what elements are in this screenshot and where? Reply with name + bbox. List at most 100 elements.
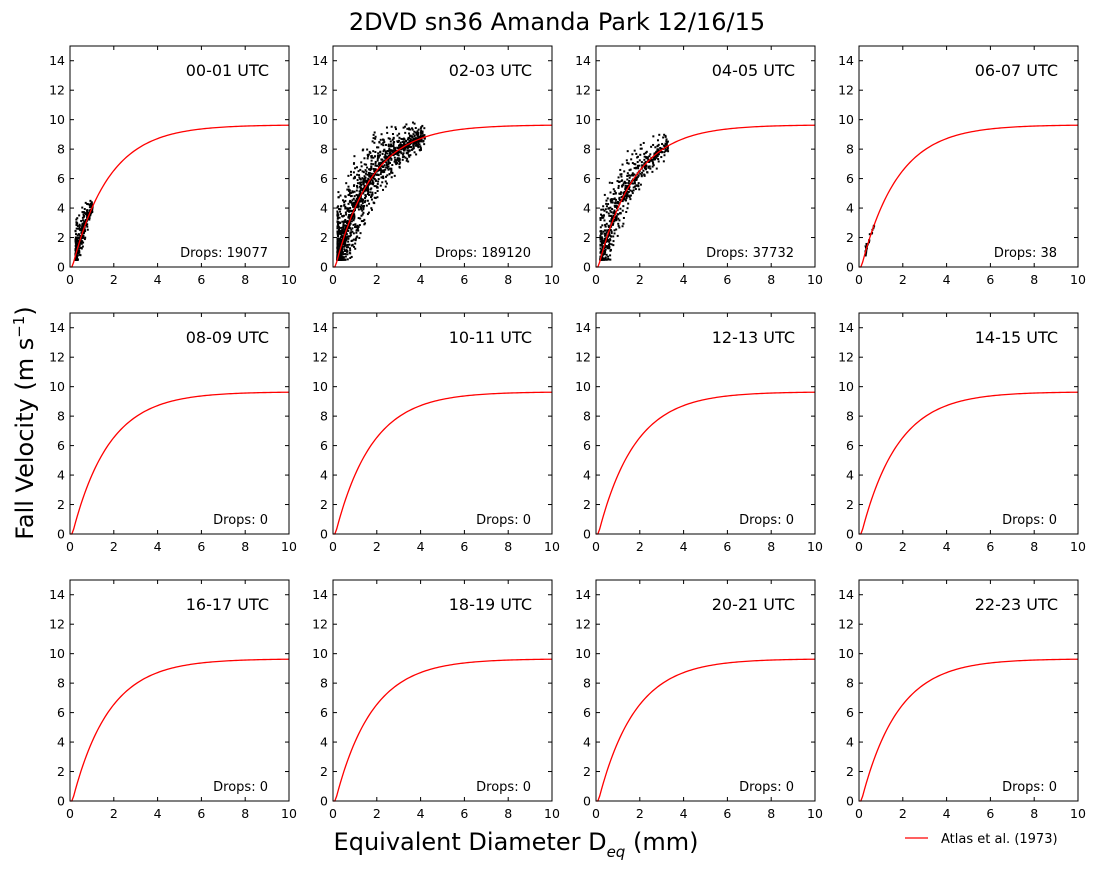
scatter-point [346,258,349,261]
scatter-point [363,163,366,166]
scatter-point [408,132,411,135]
scatter-point [366,180,369,183]
scatter-point [610,218,613,221]
scatter-point [88,206,91,209]
scatter-point [388,147,391,150]
scatter-point [75,227,78,230]
panel-time-label: 08-09 UTC [186,328,269,347]
scatter-point [363,184,366,187]
scatter-point [628,179,631,182]
scatter-point [614,198,617,201]
y-tick-label: 8 [846,676,854,691]
legend: Atlas et al. (1973) [905,832,1058,847]
y-tick-label: 14 [312,587,328,602]
x-tick-label: 6 [460,272,468,287]
scatter-point [606,229,609,232]
x-tick-label: 2 [636,272,644,287]
scatter-point [611,201,614,204]
scatter-point [379,168,382,171]
atlas-curve [70,391,290,535]
scatter-point [657,148,660,151]
scatter-point [639,143,642,146]
x-tick-label: 2 [899,806,907,821]
scatter-point [641,171,644,174]
scatter-point [388,173,391,176]
scatter-point [664,143,667,146]
scatter-point [599,244,602,247]
scatter-point [345,213,348,216]
y-tick-label: 14 [575,587,591,602]
scatter-point [370,187,373,190]
scatter-point [423,143,426,146]
x-tick-label: 2 [899,272,907,287]
scatter-point [602,208,605,211]
y-tick-label: 0 [846,260,854,275]
y-tick-label: 12 [575,350,591,365]
scatter-point [624,195,627,198]
scatter-point [338,245,341,248]
scatter-point [403,155,406,158]
scatter-point [382,188,385,191]
scatter-point [357,229,360,232]
scatter-point [383,156,386,159]
scatter-point [82,219,85,222]
y-tick-label: 8 [320,142,328,157]
scatter-point [615,207,618,210]
scatter-point [363,201,366,204]
scatter-point [83,230,86,233]
scatter-point [603,252,606,255]
scatter-point [601,253,604,256]
x-tick-label: 8 [1030,539,1038,554]
scatter-point [346,243,349,246]
scatter-point [386,174,389,177]
scatter-point [345,246,348,249]
scatter-point [602,214,605,217]
scatter-point [363,177,366,180]
scatter-point [340,205,343,208]
scatter-point [370,155,373,158]
scatter-point [360,204,363,207]
scatter-point [356,228,359,231]
scatter-point [628,186,631,189]
scatter-point [377,174,380,177]
atlas-curve [859,124,1079,268]
x-tick-label: 2 [636,539,644,554]
scatter-point [625,210,628,213]
scatter-point [385,164,388,167]
scatter-point [422,140,425,143]
scatter-point [609,254,612,257]
scatter-point [652,135,655,138]
scatter-point [348,213,351,216]
y-tick-label: 6 [320,171,328,186]
scatter-point [343,228,346,231]
y-tick-label: 14 [575,320,591,335]
scatter-point [626,178,629,181]
scatter-point [83,220,86,223]
scatter-point [604,248,607,251]
y-tick-label: 12 [49,617,65,632]
scatter-point [348,223,351,226]
scatter-point [420,126,423,129]
scatter-point [343,231,346,234]
scatter-point [399,147,402,150]
scatter-point [618,226,621,229]
scatter-point [602,241,605,244]
scatter-point [401,156,404,159]
scatter-point [639,147,642,150]
scatter-point [382,165,385,168]
scatter-point [340,226,343,229]
scatter-point [77,227,80,230]
scatter-point [617,217,620,220]
scatter-point [344,199,347,202]
scatter-point [78,223,81,226]
scatter-point [364,196,367,199]
scatter-point [616,180,619,183]
scatter-point [370,198,373,201]
scatter-point [664,147,667,150]
x-tick-label: 0 [66,272,74,287]
scatter-point [633,173,636,176]
scatter-point [609,191,612,194]
scatter-point [612,188,615,191]
scatter-point [407,160,410,163]
scatter-point [352,203,355,206]
